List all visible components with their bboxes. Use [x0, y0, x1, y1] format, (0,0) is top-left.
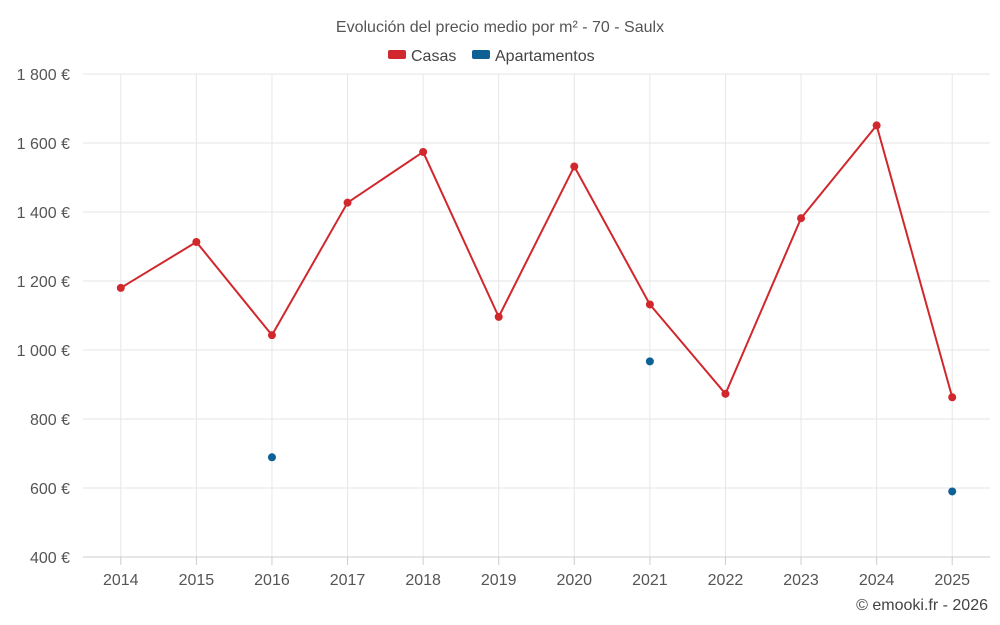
- y-tick-label: 1 200 €: [17, 274, 70, 291]
- data-point-casas[interactable]: [570, 162, 579, 171]
- x-tick-label: 2020: [556, 572, 592, 589]
- data-point-casas[interactable]: [494, 312, 503, 321]
- data-point-casas[interactable]: [797, 214, 806, 223]
- data-point-casas[interactable]: [721, 389, 730, 398]
- series-layer: [116, 121, 957, 496]
- data-point-casas[interactable]: [419, 147, 428, 156]
- data-point-casas[interactable]: [192, 238, 201, 247]
- x-tick-label: 2014: [103, 572, 139, 589]
- data-point-apartamentos[interactable]: [645, 357, 654, 366]
- x-tick-label: 2016: [254, 572, 290, 589]
- data-point-casas[interactable]: [116, 283, 125, 292]
- grid: [83, 73, 990, 557]
- data-point-casas[interactable]: [267, 331, 276, 340]
- legend-item-casas[interactable]: Casas: [388, 48, 456, 65]
- credit[interactable]: © emooki.fr - 2026: [856, 597, 988, 614]
- y-axis: 400 € 600 € 800 € 1 000 € 1 200 € 1 400 € 1 60…: [17, 67, 70, 567]
- x-tick-label: 2019: [481, 572, 517, 589]
- data-point-casas[interactable]: [872, 121, 881, 130]
- y-tick-label: 800 €: [30, 412, 70, 429]
- x-tick-label: 2018: [405, 572, 441, 589]
- data-point-casas[interactable]: [948, 393, 957, 402]
- x-tick-label: 2015: [179, 572, 215, 589]
- legend: Casas Apartamentos: [388, 48, 595, 65]
- legend-swatch-apartamentos: [472, 50, 490, 59]
- x-tick-label: 2024: [859, 572, 895, 589]
- y-tick-label: 1 400 €: [17, 205, 70, 222]
- legend-label-casas: Casas: [411, 48, 456, 65]
- y-tick-label: 1 000 €: [17, 343, 70, 360]
- series-line-casas: [120, 124, 954, 398]
- y-tick-label: 400 €: [30, 550, 70, 567]
- legend-label-apartamentos: Apartamentos: [495, 48, 595, 65]
- legend-item-apartamentos[interactable]: Apartamentos: [472, 48, 595, 65]
- x-axis: 2014 2015 2016 2017 2018 2019 2020 2021 2022 2023…: [83, 556, 990, 589]
- legend-swatch-casas: [388, 50, 406, 59]
- y-tick-label: 1 800 €: [17, 67, 70, 84]
- data-point-apartamentos[interactable]: [948, 487, 957, 496]
- y-tick-label: 600 €: [30, 481, 70, 498]
- data-point-casas[interactable]: [645, 300, 654, 309]
- x-tick-label: 2017: [330, 572, 366, 589]
- x-tick-label: 2022: [708, 572, 744, 589]
- data-point-casas[interactable]: [343, 198, 352, 207]
- data-point-apartamentos[interactable]: [267, 453, 276, 462]
- x-tick-label: 2021: [632, 572, 668, 589]
- x-tick-label: 2025: [934, 572, 970, 589]
- chart-title: Evolución del precio medio por m² - 70 -…: [336, 19, 664, 36]
- y-tick-label: 1 600 €: [17, 136, 70, 153]
- x-tick-label: 2023: [783, 572, 819, 589]
